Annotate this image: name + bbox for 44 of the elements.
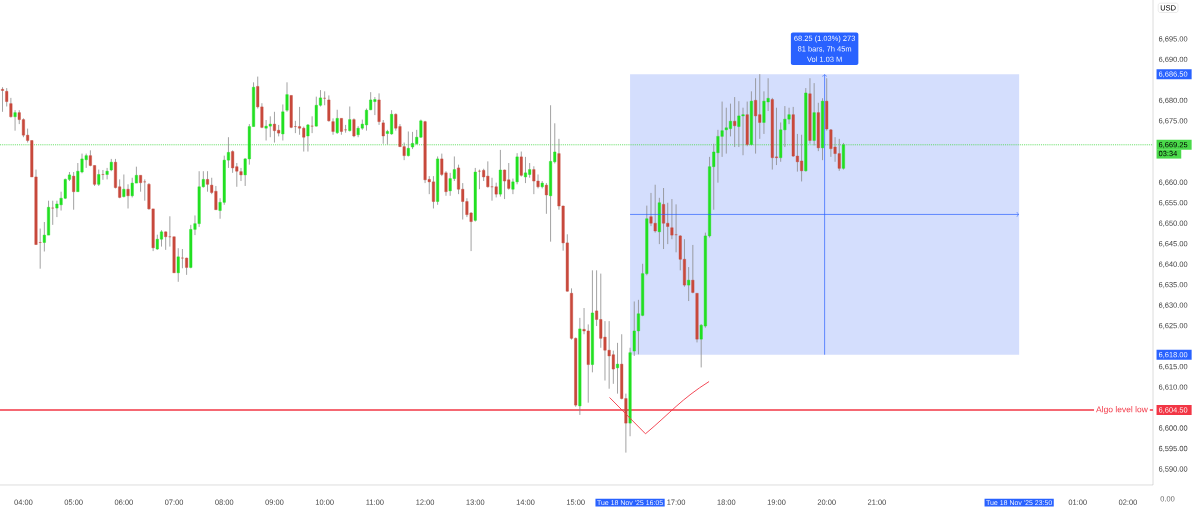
ref-line-label: Algo level low [1096,406,1148,414]
candlestick [323,90,327,106]
candlestick [76,162,80,193]
candlestick [733,96,737,148]
candlestick [687,266,691,302]
candlestick [101,169,105,181]
candlestick [607,320,611,390]
candlestick [431,175,435,209]
candlestick [335,109,339,135]
candlestick [448,172,452,197]
candlestick [616,342,619,395]
candlestick [264,119,268,141]
candlestick [13,109,17,132]
candlestick [666,202,670,245]
candlestick [741,107,745,156]
candlestick [754,77,758,154]
candlestick [72,171,76,211]
candlestick [758,73,762,140]
candlestick [310,115,314,134]
candlestick [176,247,180,283]
candlestick [519,151,523,177]
candlestick [490,177,494,202]
candlestick [239,167,243,182]
candlestick [691,244,695,294]
candlestick [532,165,536,195]
candlestick [302,126,306,152]
candlestick [603,320,607,381]
candlestick [837,138,841,172]
candlestick [268,115,272,138]
candlestick [298,106,302,136]
candlestick [406,131,410,157]
candlestick [1,86,4,113]
candlestick [390,109,394,136]
candlestick [143,179,147,202]
candlestick [503,169,507,200]
candlestick [841,142,845,170]
candlestick [507,162,511,191]
candlestick [348,106,352,132]
candlestick [126,183,130,209]
candlestick [544,182,548,215]
candlestick [51,200,55,226]
candlestick [373,96,377,116]
candlestick [800,134,804,182]
candlestick [653,184,657,234]
